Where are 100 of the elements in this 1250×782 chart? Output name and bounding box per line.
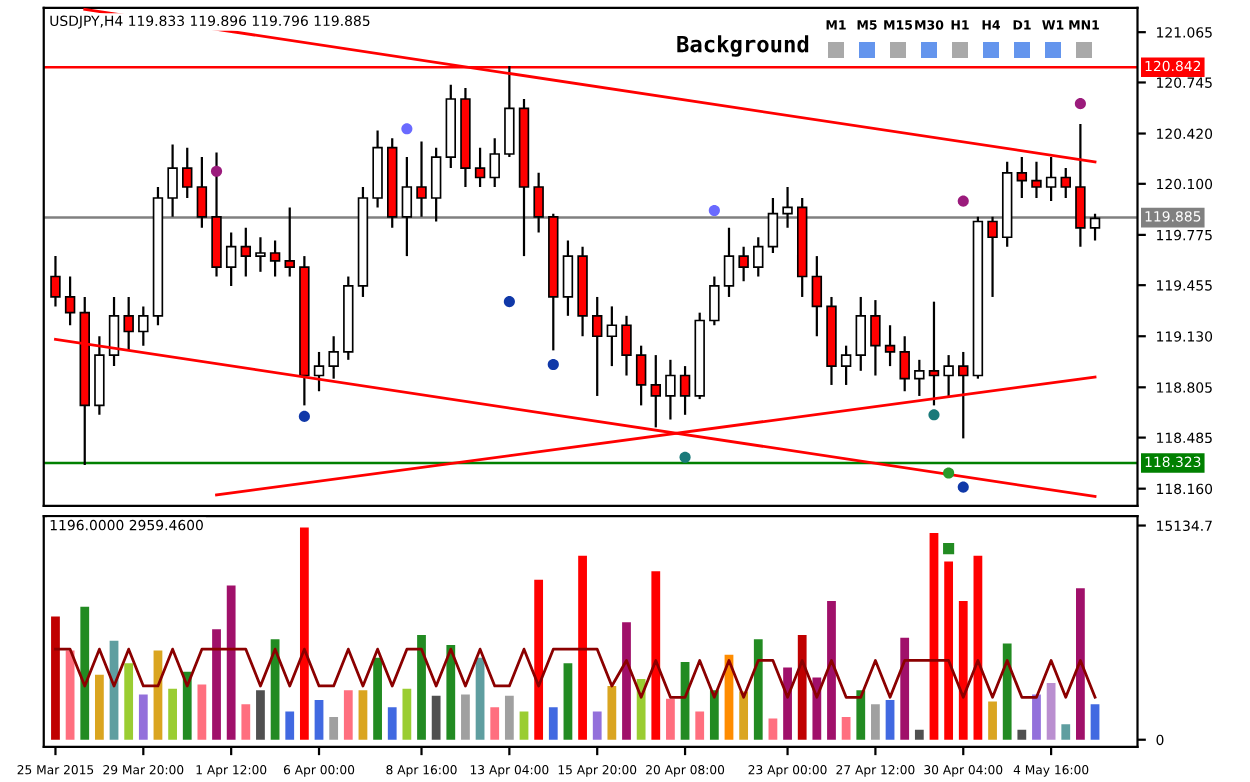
- candlestick: [562, 239, 574, 317]
- bar: [343, 690, 353, 740]
- candlestick: [591, 295, 603, 398]
- bar: [51, 616, 60, 740]
- point: [503, 296, 515, 308]
- bar: [329, 717, 339, 740]
- candlestick: [811, 254, 823, 338]
- bar: [358, 690, 368, 740]
- point: [679, 451, 691, 463]
- bar: [1076, 588, 1085, 740]
- candlestick: [196, 155, 208, 229]
- point: [547, 358, 559, 371]
- bar: [534, 579, 544, 740]
- candlestick: [914, 358, 925, 398]
- bar: [241, 704, 251, 740]
- bar: [841, 717, 851, 740]
- candlestick: [621, 314, 632, 377]
- candlestick: [870, 298, 881, 377]
- candlestick: [767, 196, 779, 255]
- candlestick: [665, 358, 676, 421]
- candlestick: [840, 344, 852, 387]
- bar: [519, 711, 529, 740]
- bar: [373, 657, 382, 740]
- bar: [914, 729, 924, 740]
- bar: [709, 690, 719, 740]
- bar: [124, 663, 134, 740]
- bar: [95, 674, 104, 740]
- bar: [299, 527, 309, 740]
- candlestick: [489, 137, 500, 189]
- candlestick: [474, 146, 486, 189]
- point: [957, 481, 969, 493]
- bar: [1002, 643, 1012, 740]
- annotation: Background: [677, 35, 809, 57]
- bar: [885, 700, 895, 740]
- candlestick: [533, 171, 544, 234]
- bar: [856, 690, 866, 740]
- bar: [651, 571, 661, 740]
- bar: [417, 635, 426, 740]
- candlestick: [650, 353, 662, 429]
- candlestick: [138, 305, 149, 347]
- bar: [578, 555, 587, 740]
- point: [943, 467, 955, 479]
- candlestick: [284, 206, 295, 278]
- candlestick: [709, 275, 720, 327]
- candlestick: [64, 275, 76, 327]
- bar: [387, 707, 397, 740]
- bar: [944, 561, 954, 740]
- bar: [314, 700, 324, 740]
- candlestick: [1031, 160, 1042, 200]
- candlestick: [255, 236, 266, 273]
- bar: [827, 601, 836, 740]
- bar: [504, 695, 514, 740]
- bar: [1090, 704, 1100, 740]
- candlestick: [723, 226, 735, 299]
- point: [210, 165, 223, 177]
- candlestick: [430, 146, 442, 223]
- candlestick: [855, 295, 866, 372]
- bar: [900, 637, 910, 740]
- point: [928, 409, 940, 421]
- bar: [285, 711, 295, 740]
- bar: [446, 644, 456, 740]
- bar: [607, 685, 617, 740]
- bar: [431, 695, 441, 740]
- bar: [490, 707, 500, 740]
- bar: [1061, 724, 1071, 740]
- bar: [768, 718, 778, 740]
- candlestick: [679, 364, 691, 416]
- candlestick: [401, 155, 413, 258]
- bar: [461, 694, 470, 740]
- bar: [871, 704, 880, 740]
- point: [401, 123, 413, 135]
- bar: [256, 690, 265, 740]
- bar: [592, 711, 602, 740]
- bar: [475, 657, 485, 740]
- bar: [929, 533, 939, 740]
- bar: [695, 711, 705, 740]
- candlestick: [328, 335, 339, 380]
- bar: [80, 606, 90, 740]
- candlestick: [943, 353, 954, 398]
- candlestick: [635, 344, 647, 407]
- candlestick: [240, 226, 252, 278]
- candlestick: [167, 143, 178, 218]
- point: [957, 195, 969, 207]
- bar: [548, 707, 558, 740]
- point: [298, 410, 310, 422]
- candlestick: [416, 140, 427, 218]
- candlestick: [899, 335, 910, 393]
- point: [708, 204, 720, 217]
- line-series: [54, 647, 1097, 699]
- bar: [212, 629, 221, 740]
- candlestick: [182, 146, 193, 200]
- candlestick: [753, 236, 764, 278]
- bar: [622, 622, 631, 740]
- bar: [739, 691, 749, 740]
- bar: [753, 639, 763, 740]
- candlestick: [987, 215, 998, 299]
- bar: [226, 585, 236, 740]
- bar: [958, 601, 968, 740]
- candlestick: [50, 254, 61, 308]
- bar: [666, 698, 675, 740]
